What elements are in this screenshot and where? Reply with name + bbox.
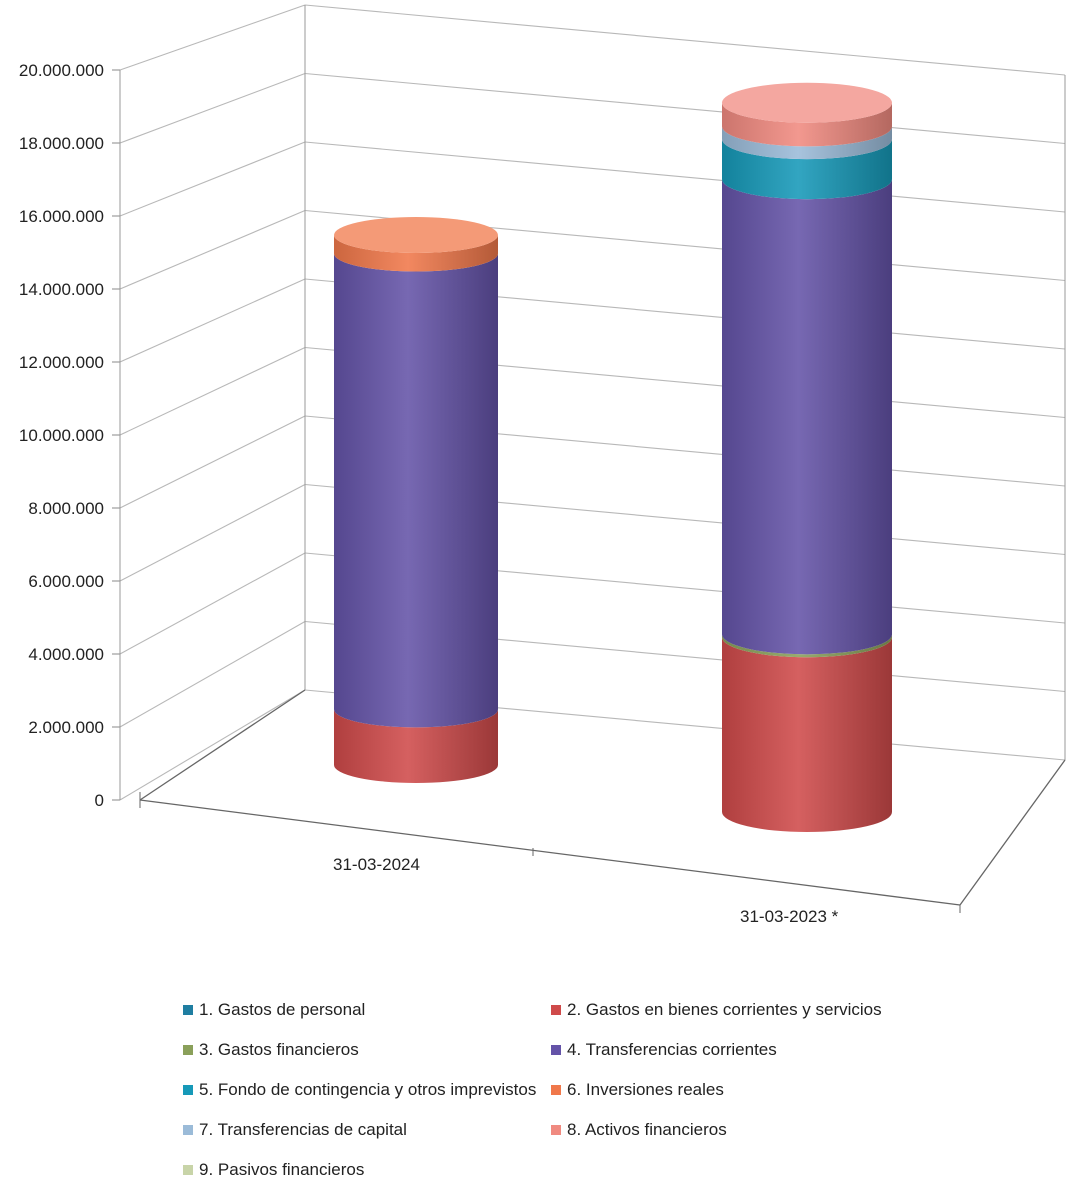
legend-label: 7. Transferencias de capital	[199, 1120, 407, 1139]
bar-segment	[722, 637, 892, 832]
legend-label: 9. Pasivos financieros	[199, 1160, 365, 1179]
ytick-label: 8.000.000	[28, 499, 104, 518]
gridline-left	[119, 141, 306, 217]
floor-front-edge	[139, 799, 961, 906]
ytick-label: 4.000.000	[28, 645, 104, 664]
cylinder-bar	[722, 82, 892, 832]
bar-segment	[334, 253, 498, 728]
floor-left-edge	[139, 689, 306, 801]
chart-area: 0 2.000.000 4.000.000 6.000.000 8.000.000 10.…	[19, 4, 1066, 926]
bar-segment	[722, 126, 892, 160]
gridline-left	[119, 415, 306, 509]
legend-label: 3. Gastos financieros	[199, 1040, 359, 1059]
x-category-label: 31-03-2023 *	[740, 907, 839, 926]
x-category-label: 31-03-2024	[333, 855, 420, 874]
legend-label: 8. Activos financieros	[567, 1120, 727, 1139]
gridline-left	[119, 621, 306, 728]
legend-item: 4. Transferencias corrientes	[551, 1040, 777, 1060]
legend-swatch	[183, 1045, 193, 1055]
legend-item: 5. Fondo de contingencia y otros imprevi…	[183, 1080, 536, 1100]
gridline-left	[119, 689, 306, 801]
legend-item: 8. Activos financieros	[551, 1120, 727, 1140]
gridline-back	[304, 141, 1066, 213]
legend-item: 3. Gastos financieros	[183, 1040, 359, 1060]
legend-item: 2. Gastos en bienes corrientes y servici…	[551, 1000, 882, 1020]
bar-segment	[334, 709, 498, 783]
legend-swatch	[551, 1045, 561, 1055]
legend-item: 6. Inversiones reales	[551, 1080, 724, 1100]
gridline-left	[119, 72, 306, 144]
gridline-left	[119, 347, 306, 436]
legend: 1. Gastos de personal 2. Gastos en bienes…	[0, 985, 1077, 1184]
bar-segment	[722, 102, 892, 147]
legend-item: 7. Transferencias de capital	[183, 1120, 407, 1140]
gridline-left	[119, 484, 306, 582]
legend-label: 1. Gastos de personal	[199, 1000, 366, 1019]
ytick-label: 0	[95, 791, 104, 810]
gridlines: 0 2.000.000 4.000.000 6.000.000 8.000.000 10.…	[19, 4, 1066, 913]
legend-swatch	[183, 1005, 193, 1015]
legend-swatch	[183, 1165, 193, 1175]
ytick-label: 10.000.000	[19, 426, 104, 445]
stacked-cylinder-chart: 0 2.000.000 4.000.000 6.000.000 8.000.000 10.…	[19, 4, 1066, 926]
floor-right-edge	[959, 759, 1066, 906]
ytick-label: 6.000.000	[28, 572, 104, 591]
legend-item: 9. Pasivos financieros	[183, 1160, 364, 1180]
ytick-label: 18.000.000	[19, 134, 104, 153]
cylinder-top	[334, 217, 498, 253]
ytick-label: 14.000.000	[19, 280, 104, 299]
bar-segment	[722, 179, 892, 655]
legend-swatch	[551, 1005, 561, 1015]
ytick-label: 12.000.000	[19, 353, 104, 372]
cylinder-top	[722, 82, 892, 123]
ytick-label: 20.000.000	[19, 61, 104, 80]
ytick-label: 2.000.000	[28, 718, 104, 737]
gridline-back	[304, 72, 1066, 145]
bar-segment	[722, 139, 892, 200]
gridline-left	[119, 278, 306, 363]
gridline-left	[119, 552, 306, 655]
gridline-left	[119, 4, 306, 71]
legend-label: 6. Inversiones reales	[567, 1080, 724, 1099]
legend-swatch	[183, 1125, 193, 1135]
gridline-back	[304, 4, 1066, 76]
ytick-label: 16.000.000	[19, 207, 104, 226]
legend-swatch	[551, 1085, 561, 1095]
legend-item: 1. Gastos de personal	[183, 1000, 365, 1020]
legend-swatch	[551, 1125, 561, 1135]
legend-label: 4. Transferencias corrientes	[567, 1040, 777, 1059]
cylinder-bar	[334, 217, 498, 783]
bar-segment	[334, 235, 498, 272]
gridline-left	[119, 209, 306, 290]
legend-label: 5. Fondo de contingencia y otros imprevi…	[199, 1080, 537, 1099]
legend-swatch	[183, 1085, 193, 1095]
legend-label: 2. Gastos en bienes corrientes y servici…	[567, 1000, 882, 1019]
